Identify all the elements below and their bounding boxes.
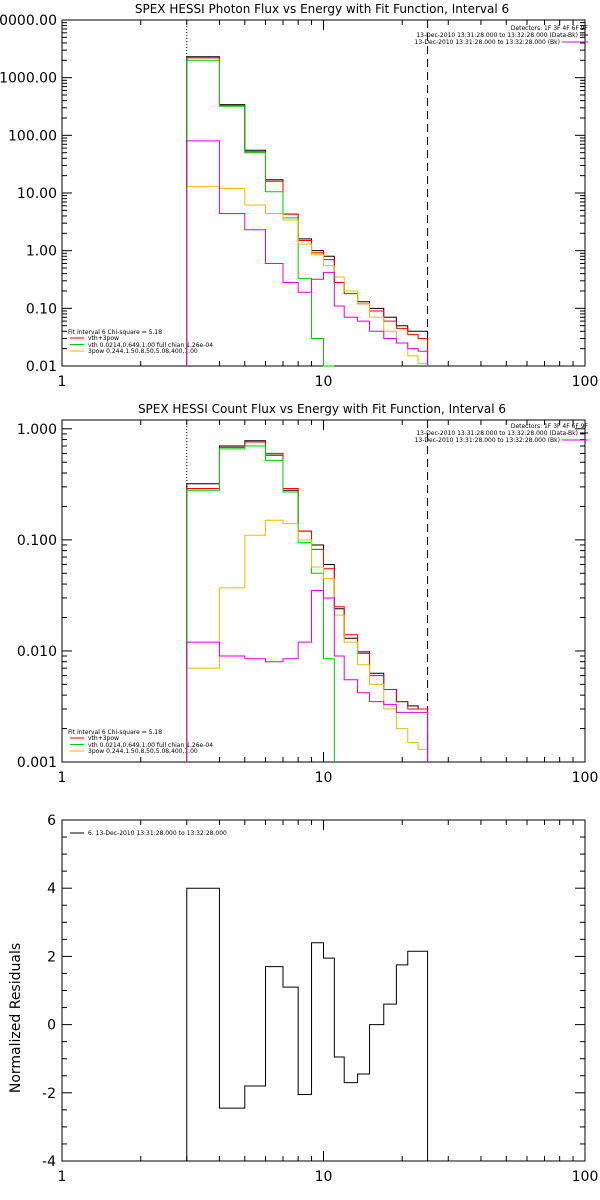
panel-3-series-0 (186, 887, 429, 1161)
panel-2-series-0 (186, 440, 429, 762)
panel-1-x-tick-label: 100 (572, 374, 599, 390)
panel-2-x-tick-label: 1 (58, 770, 67, 786)
photon-flux-panel: SPEX HESSI Photon Flux vs Energy with Fi… (68, 2, 589, 355)
photon-flux-title: SPEX HESSI Photon Flux vs Energy with Fi… (135, 2, 509, 16)
panel-1-series-1 (186, 57, 429, 366)
panel-1-y-tick-label: 0.01 (26, 359, 57, 375)
residuals-legend-0: 6. 13-Dec-2010 13:31:28.000 to 13:32:28.… (88, 830, 227, 837)
panel-3-y-tick-label: 4 (47, 881, 56, 897)
panel-1-series-0 (186, 56, 429, 366)
panel-3-y-tick-label: 2 (47, 949, 56, 965)
photon-flux-legend-top-2: 13-Dec-2010 13:31:28.000 to 13:32:28.000… (415, 39, 560, 46)
panel-2-y-tick-label: 0.001 (17, 755, 57, 771)
photon-flux-legend-bottom-3: 3pow 0.244,1.50,8.50,5.08,400,1.00 (88, 348, 198, 355)
panel-3-frame (61, 819, 586, 1162)
count-flux-legend-top-1: 13-Dec-2010 13:31:28.000 to 13:32:28.000… (416, 430, 578, 437)
photon-flux-legend-bottom-1: vth+3pow (88, 335, 119, 342)
panel-3-y-tick-label: -4 (42, 1154, 56, 1170)
panel-1-y-tick-label: 100.00 (8, 128, 57, 144)
residuals-y-axis-label: Normalized Residuals (8, 943, 24, 1093)
count-flux-legend-bottom-2: vth 0.0214,0.649,1.00 full chian 1.26e-0… (88, 742, 213, 749)
panel-3-x-tick-label: 10 (315, 1169, 333, 1185)
count-flux-panel: SPEX HESSI Count Flux vs Energy with Fit… (68, 402, 589, 755)
panel-3-y-tick-label: 0 (47, 1018, 56, 1034)
panel-2-x-tick-label: 100 (572, 770, 599, 786)
panel-2-y-tick-label: 1.000 (17, 422, 57, 438)
panel-2-y-tick-label: 0.010 (17, 644, 57, 660)
photon-flux-legend-bottom-0: Fit Interval 6 Chi-square = 5.18 (68, 329, 162, 336)
panel-2-series-4 (186, 590, 429, 762)
panel-2-series-1 (186, 441, 429, 762)
panel-3-y-tick-label: -2 (42, 1086, 56, 1102)
count-flux-legend-top-2: 13-Dec-2010 13:31:28.000 to 13:32:28.000… (415, 437, 560, 444)
count-flux-legend-bottom-3: 3pow 0.244,1.50,8.50,5.08,400,1.00 (88, 748, 198, 755)
panel-2-series-2 (186, 445, 335, 762)
panel-1-x-tick-label: 10 (315, 374, 333, 390)
count-flux-legend-top-0: Detectors: 1F 3F 4F 6F 9F (511, 423, 589, 430)
panel-2-series-3 (186, 519, 429, 762)
panel-1-x-tick-label: 1 (58, 374, 67, 390)
panel-1-y-tick-label: 1.00 (26, 244, 57, 260)
panel-1-series-2 (186, 59, 335, 367)
count-flux-legend-bottom-0: Fit Interval 6 Chi-square = 5.18 (68, 729, 162, 736)
panel-1-y-tick-label: 1000.00 (0, 71, 57, 87)
panel-1-y-tick-label: 0.10 (26, 301, 57, 317)
residuals-panel: 6. 13-Dec-2010 13:31:28.000 to 13:32:28.… (8, 830, 227, 1093)
panel-3-x-tick-label: 100 (572, 1169, 599, 1185)
panel-3-y-tick-label: 6 (47, 813, 56, 829)
photon-flux-legend-top-0: Detectors: 1F 3F 4F 6F 9F (511, 25, 589, 32)
photon-flux-legend-bottom-2: vth 0.0214,0.649,1.00 full chian 1.26e-0… (88, 342, 213, 349)
panel-1-y-tick-label: 0000.00 (0, 13, 57, 29)
panel-1-y-tick-label: 10.00 (17, 186, 57, 202)
panel-3-x-tick-label: 1 (58, 1169, 67, 1185)
panel-1-series-4 (186, 140, 429, 366)
photon-flux-legend-top-1: 13-Dec-2010 13:31:28.000 to 13:32:28.000… (416, 32, 578, 39)
panel-1-frame (61, 19, 586, 367)
count-flux-legend-bottom-1: vth+3pow (88, 735, 119, 742)
count-flux-title: SPEX HESSI Count Flux vs Energy with Fit… (138, 402, 506, 416)
panel-2-x-tick-label: 10 (315, 770, 333, 786)
panel-2-y-tick-label: 0.100 (17, 533, 57, 549)
